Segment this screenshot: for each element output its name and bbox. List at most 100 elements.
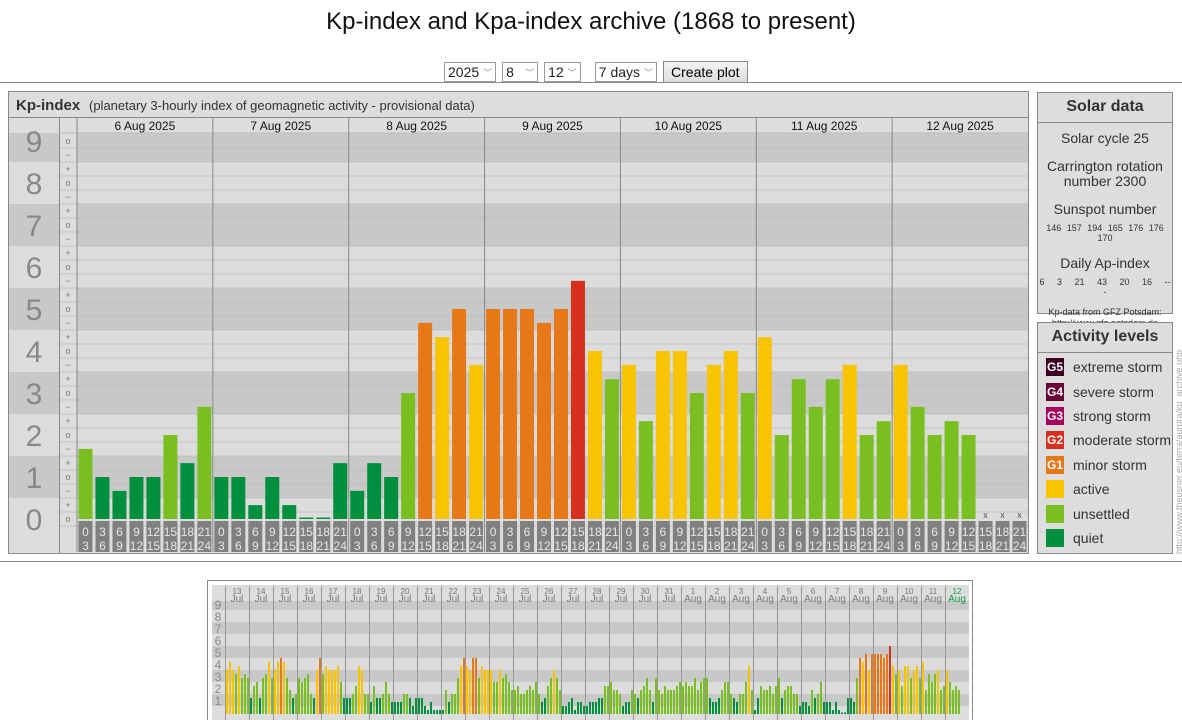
slot-start: 6 [795,525,802,539]
mini-month: Jul [279,594,292,605]
slot-start: 21 [198,525,212,539]
mini-month: Jul [615,594,628,605]
kp-bar [79,449,93,519]
mini-kp-bar [334,670,336,714]
mini-month: Aug [900,594,918,605]
mini-kp-bar [799,706,801,714]
grid-band [77,162,1028,204]
slot-start: 21 [1013,525,1027,539]
range-select[interactable]: 7 days﹀ [595,62,657,82]
minor-tick-label: + [65,374,70,384]
mini-kp-bar [727,682,729,714]
kp-bar [95,477,109,519]
mini-kp-bar [697,690,699,714]
slot-end: 21 [860,539,874,553]
mini-kp-bar [916,666,918,714]
kp-main-chart: Kp-index(planetary 3-hourly index of geo… [8,91,1029,554]
mini-kp-bar [523,694,525,714]
mini-month: Aug [708,594,726,605]
kp-bar [656,351,670,519]
slot-end: 21 [996,539,1010,553]
slot-end: 3 [897,539,904,553]
mini-kp-bar [844,713,846,715]
grid-band [77,288,1028,330]
y-tick-label: 1 [215,694,222,708]
kp-bar [741,393,755,519]
kp-bar [843,365,857,519]
mini-month: Jul [423,594,436,605]
kp-bar [452,309,466,519]
mini-kp-bar [619,694,621,714]
mini-month: Aug [876,594,894,605]
year-select[interactable]: 2025﹀ [444,62,496,82]
mini-kp-bar [694,678,696,714]
kp-bar [792,379,806,519]
kp-bar [265,477,279,519]
mini-month: Jul [399,594,412,605]
slot-end: 12 [537,539,551,553]
mini-kp-bar [493,682,495,714]
mini-kp-bar [367,694,369,714]
slot-start: 9 [405,525,412,539]
mini-kp-bar [532,690,534,714]
mini-kp-bar [469,670,471,714]
sunspot-values: 146 157 194 165 176 176 170 [1038,223,1172,243]
mini-kp-bar [730,694,732,714]
mini-kp-bar [454,694,456,714]
slot-start: 3 [371,525,378,539]
slot-start: 15 [843,525,857,539]
mini-kp-bar [781,698,783,714]
mini-kp-bar [346,698,348,714]
mini-kp-bar [373,686,375,714]
mini-month: Jul [591,594,604,605]
slot-end: 12 [266,539,280,553]
slot-start: 9 [541,525,548,539]
mini-kp-bar [310,694,312,714]
mini-kp-bar [352,694,354,714]
mini-kp-bar [586,706,588,714]
y-tick-label: 6 [215,634,222,648]
month-select[interactable]: 8﹀ [502,62,538,82]
grid-band [212,646,969,658]
day-select[interactable]: 12﹀ [544,62,581,82]
y-tick-label: 2 [215,682,222,696]
solar-cycle: Solar cycle 25 [1038,131,1172,146]
kp-bar [690,393,704,519]
minor-tick-label: + [65,290,70,300]
mini-kp-bar [769,686,771,714]
mini-kp-bar [811,690,813,714]
mini-kp-bar [646,678,648,714]
slot-end: 15 [962,539,976,553]
slot-start: 3 [235,525,242,539]
slot-end: 3 [626,539,633,553]
mini-kp-bar [634,694,636,714]
chart-title: Kp-index [16,97,81,114]
mini-month: Jul [471,594,484,605]
mini-kp-bar [316,670,318,714]
create-plot-button[interactable]: Create plot [663,61,747,83]
mini-kp-bar [859,658,861,714]
legend-swatch: G3 [1046,407,1064,425]
mini-kp-bar [598,698,600,714]
mini-kp-bar [448,702,450,714]
mini-kp-bar [631,690,633,714]
grid-band [77,133,1028,162]
kp-bar [112,491,126,519]
mini-kp-bar [535,682,537,714]
legend-item-quiet: quiet [1038,526,1172,550]
mini-kp-bar [415,698,417,714]
mini-month: Aug [852,594,870,605]
kp-bar [418,323,432,519]
slot-end: 3 [218,539,225,553]
slot-start: 18 [181,525,195,539]
day-label: 8 Aug 2025 [386,119,447,133]
mini-kp-bar [871,654,873,714]
mini-kp-bar [919,678,921,714]
kp-bar [877,421,891,519]
slot-start: 18 [588,525,602,539]
slot-end: 24 [334,539,348,553]
